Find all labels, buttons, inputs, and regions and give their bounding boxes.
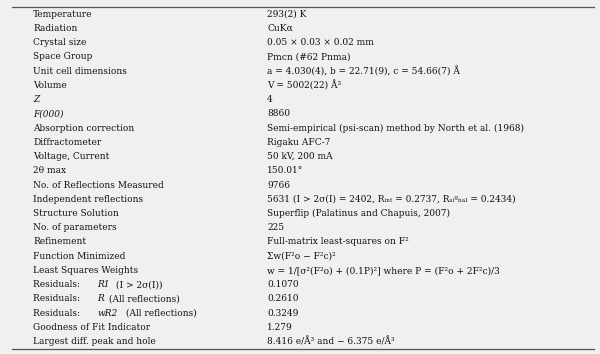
Text: Voltage, Current: Voltage, Current bbox=[33, 152, 109, 161]
Text: Independent reflections: Independent reflections bbox=[33, 195, 143, 204]
Text: Residuals:: Residuals: bbox=[33, 280, 83, 289]
Text: Residuals:: Residuals: bbox=[33, 309, 83, 318]
Text: 0.05 × 0.03 × 0.02 mm: 0.05 × 0.03 × 0.02 mm bbox=[267, 38, 374, 47]
Text: (All reflections): (All reflections) bbox=[106, 295, 180, 303]
Text: Structure Solution: Structure Solution bbox=[33, 209, 119, 218]
Text: R1: R1 bbox=[97, 280, 110, 289]
Text: 150.01°: 150.01° bbox=[267, 166, 303, 175]
Text: Function Minimized: Function Minimized bbox=[33, 252, 125, 261]
Text: No. of parameters: No. of parameters bbox=[33, 223, 116, 232]
Text: No. of Reflections Measured: No. of Reflections Measured bbox=[33, 181, 164, 189]
Text: 8.416 e/Å³ and − 6.375 e/Å³: 8.416 e/Å³ and − 6.375 e/Å³ bbox=[267, 337, 395, 346]
Text: wR2: wR2 bbox=[97, 309, 118, 318]
Text: a = 4.030(4), b = 22.71(9), c = 54.66(7) Å: a = 4.030(4), b = 22.71(9), c = 54.66(7)… bbox=[267, 66, 460, 76]
Text: 4: 4 bbox=[267, 95, 273, 104]
Text: Refinement: Refinement bbox=[33, 238, 86, 246]
Text: Space Group: Space Group bbox=[33, 52, 92, 61]
Text: 8860: 8860 bbox=[267, 109, 290, 118]
Text: Volume: Volume bbox=[33, 81, 67, 90]
Text: Goodness of Fit Indicator: Goodness of Fit Indicator bbox=[33, 323, 150, 332]
Text: Crystal size: Crystal size bbox=[33, 38, 86, 47]
Text: w = 1/[σ²(F²o) + (0.1P)²] where P = (F²o + 2F²c)/3: w = 1/[σ²(F²o) + (0.1P)²] where P = (F²o… bbox=[267, 266, 500, 275]
Text: 225: 225 bbox=[267, 223, 284, 232]
Text: Temperature: Temperature bbox=[33, 10, 92, 19]
Text: 293(2) K: 293(2) K bbox=[267, 10, 307, 19]
Text: Least Squares Weights: Least Squares Weights bbox=[33, 266, 138, 275]
Text: 0.3249: 0.3249 bbox=[267, 309, 298, 318]
Text: 0.1070: 0.1070 bbox=[267, 280, 299, 289]
Text: Rigaku AFC-7: Rigaku AFC-7 bbox=[267, 138, 331, 147]
Text: R: R bbox=[97, 295, 104, 303]
Text: (I > 2σ(I)): (I > 2σ(I)) bbox=[113, 280, 163, 289]
Text: F(000): F(000) bbox=[33, 109, 64, 118]
Text: Largest diff. peak and hole: Largest diff. peak and hole bbox=[33, 337, 156, 346]
Text: Radiation: Radiation bbox=[33, 24, 77, 33]
Text: Unit cell dimensions: Unit cell dimensions bbox=[33, 67, 127, 76]
Text: 9766: 9766 bbox=[267, 181, 290, 189]
Text: Absorption correction: Absorption correction bbox=[33, 124, 134, 132]
Text: Residuals:: Residuals: bbox=[33, 295, 83, 303]
Text: 1.279: 1.279 bbox=[267, 323, 293, 332]
Text: Σw(F²o − F²c)²: Σw(F²o − F²c)² bbox=[267, 252, 336, 261]
Text: 50 kV, 200 mA: 50 kV, 200 mA bbox=[267, 152, 332, 161]
Text: 2θ max: 2θ max bbox=[33, 166, 66, 175]
Text: 0.2610: 0.2610 bbox=[267, 295, 299, 303]
Text: (All reflections): (All reflections) bbox=[124, 309, 197, 318]
Text: Z: Z bbox=[33, 95, 39, 104]
Text: Semi-empirical (psi-scan) method by North et al. (1968): Semi-empirical (psi-scan) method by Nort… bbox=[267, 124, 524, 133]
Text: Diffractometer: Diffractometer bbox=[33, 138, 101, 147]
Text: Pmcn (#62 Pnma): Pmcn (#62 Pnma) bbox=[267, 52, 350, 61]
Text: 5631 (I > 2σ(I) = 2402, Rᵢₙₜ = 0.2737, Rₛᵢᵍₙₐₗ = 0.2434): 5631 (I > 2σ(I) = 2402, Rᵢₙₜ = 0.2737, R… bbox=[267, 195, 515, 204]
Text: Superflip (Palatinus and Chapuis, 2007): Superflip (Palatinus and Chapuis, 2007) bbox=[267, 209, 450, 218]
Text: V = 5002(22) Å³: V = 5002(22) Å³ bbox=[267, 80, 341, 91]
Text: Full-matrix least-squares on F²: Full-matrix least-squares on F² bbox=[267, 238, 409, 246]
Text: CuKα: CuKα bbox=[267, 24, 293, 33]
